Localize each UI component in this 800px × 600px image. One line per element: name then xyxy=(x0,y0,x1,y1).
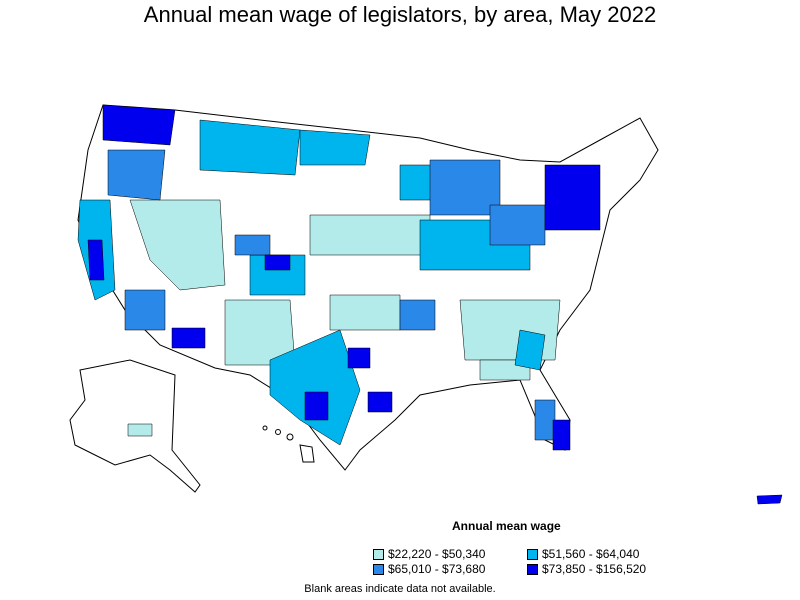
legend-item-tier-2: $51,560 - $64,040 xyxy=(527,547,639,561)
region-dakotas-north xyxy=(299,129,371,166)
region-oregon xyxy=(107,149,166,201)
region-florida-west xyxy=(534,399,556,441)
alaska-south-region xyxy=(127,423,153,437)
region-san-antonio xyxy=(304,391,329,421)
region-arkansas xyxy=(399,299,436,331)
region-texas xyxy=(269,329,361,446)
region-nevada-utah xyxy=(129,199,226,291)
legend-swatch-tier-4 xyxy=(527,563,538,575)
region-denver xyxy=(264,254,291,271)
blank-areas-note: Blank areas indicate data not available. xyxy=(304,583,496,595)
legend-label-tier-2: $51,560 - $64,040 xyxy=(542,547,640,561)
region-nebraska-east xyxy=(234,234,271,256)
legend-item-tier-3: $65,010 - $73,680 xyxy=(373,562,485,576)
legend-swatch-tier-3 xyxy=(373,563,384,575)
hawaii-islands xyxy=(262,425,315,463)
region-california-bay xyxy=(87,239,105,281)
region-georgia-coast xyxy=(514,329,546,371)
legend-label-tier-3: $65,010 - $73,680 xyxy=(388,562,486,576)
legend-title: Annual mean wage xyxy=(452,519,561,533)
region-montana xyxy=(199,119,301,176)
region-kansas-iowa xyxy=(309,214,431,256)
map-title: Annual mean wage of legislators, by area… xyxy=(143,2,657,27)
region-new-york xyxy=(544,164,601,231)
puerto-rico-outline xyxy=(756,494,783,505)
region-tennessee-carolinas xyxy=(459,299,561,361)
legend-label-tier-1: $22,220 - $50,340 xyxy=(388,547,486,561)
legend-swatch-tier-2 xyxy=(527,548,538,560)
region-oklahoma xyxy=(329,294,401,331)
legend-label-tier-4: $73,850 - $156,520 xyxy=(542,562,647,576)
legend-item-tier-1: $22,220 - $50,340 xyxy=(373,547,485,561)
tier-3-regions xyxy=(107,149,556,441)
region-michigan xyxy=(429,159,501,216)
region-south-florida xyxy=(552,419,571,451)
region-houston xyxy=(367,391,393,413)
region-pennsylvania xyxy=(489,204,546,246)
legend-swatch-tier-1 xyxy=(373,548,384,560)
tier-4-regions xyxy=(87,104,779,504)
region-arizona xyxy=(124,289,166,331)
legend-item-tier-4: $73,850 - $156,520 xyxy=(527,562,646,576)
region-las-vegas xyxy=(171,327,206,349)
region-washington xyxy=(102,104,176,146)
region-dallas xyxy=(347,347,371,369)
